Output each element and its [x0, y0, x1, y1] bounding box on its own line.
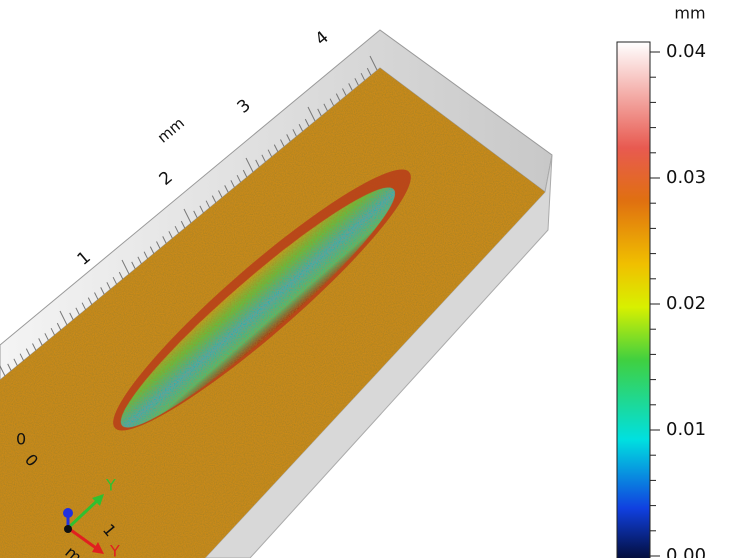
ruler-tick [50, 327, 56, 336]
ruler-tick [149, 246, 155, 254]
colorbar-tick-label: 0.03 [666, 167, 706, 188]
ruler-tick [38, 338, 43, 346]
ruler-tick [13, 358, 18, 367]
ruler-tick [286, 134, 291, 142]
ruler-tick [44, 333, 49, 341]
ruler-tick [307, 106, 316, 122]
ruler-tick [0, 364, 6, 377]
colorbar-tick-label: 0.04 [666, 41, 706, 62]
ruler-tick [342, 88, 347, 96]
axis-tick-label: 2 [156, 167, 177, 189]
ruler-tick [236, 174, 242, 183]
ruler-tick [106, 282, 111, 290]
ruler-tick [183, 208, 192, 224]
ruler-tick [118, 271, 124, 280]
colorbar-unit: mm [674, 4, 705, 23]
ruler-tick [112, 276, 118, 285]
ruler-tick [280, 139, 285, 147]
ruler-tick [168, 231, 173, 239]
ruler-tick [230, 180, 235, 188]
ruler-tick [7, 363, 12, 372]
triad-label: Y [109, 542, 120, 558]
ruler-tick [94, 292, 99, 300]
ruler-tick [245, 157, 254, 173]
ruler-tick [242, 169, 248, 178]
ruler-tick [81, 302, 87, 310]
ruler-tick [199, 205, 204, 214]
colorbar-ticks: 0.04 0.03 0.02 0.01 0.00 [650, 41, 706, 558]
ruler-tick [25, 348, 31, 356]
ruler-tick [143, 251, 149, 259]
ruler-tick [348, 83, 353, 91]
ruler-tick [69, 312, 74, 321]
triad-label: Y [105, 476, 116, 495]
groove [113, 169, 411, 431]
ruler-ticks [0, 55, 378, 377]
ruler-tick [335, 93, 341, 101]
ruler-tick [329, 98, 335, 106]
ruler-tick [19, 353, 25, 361]
ruler-tick [267, 149, 273, 157]
ruler-tick [87, 297, 93, 305]
ruler-tick [323, 103, 328, 112]
ruler-tick [174, 225, 180, 234]
ruler-tick [273, 144, 279, 152]
colorbar-tick-label: 0.01 [666, 419, 706, 440]
ruler-tick [131, 261, 136, 270]
ruler-tick [261, 154, 266, 163]
axis-tick-label: 4 [312, 27, 333, 49]
ruler-tick [180, 220, 186, 229]
colorbar-tick-label: 0.00 [666, 545, 706, 558]
ruler-tick [218, 190, 223, 198]
ruler-tick [317, 108, 322, 117]
ruler-tick [211, 195, 217, 203]
ruler-tick [304, 118, 310, 127]
ruler-tick [298, 123, 304, 132]
axis-tick-label: 1 [74, 247, 95, 269]
ruler-tick [100, 287, 105, 295]
ruler-tick [156, 241, 161, 249]
ruler-tick [369, 55, 378, 71]
ruler-tick [354, 78, 359, 86]
ruler-tick [137, 256, 142, 265]
ruler-tick [56, 322, 62, 331]
colorbar [616, 41, 651, 558]
colorbar-tick-label: 0.02 [666, 293, 706, 314]
ruler-tick [121, 259, 130, 275]
ruler-tick [292, 129, 297, 137]
corner-label: 0 [16, 430, 26, 449]
ruler-tick [75, 307, 80, 316]
ruler-tick [366, 67, 372, 76]
axis-unit: mm [154, 114, 188, 147]
ruler-tick [59, 310, 68, 326]
ruler-tick [162, 236, 167, 244]
axis-triad: Y Y m [61, 476, 120, 558]
ruler-tick [224, 185, 229, 193]
ruler-tick [32, 343, 37, 351]
axis-tick-label: 3 [234, 95, 255, 117]
ruler-tick [255, 159, 260, 168]
ruler-tick [360, 72, 366, 81]
ruler-tick [205, 200, 211, 208]
ruler-tick [193, 210, 198, 219]
